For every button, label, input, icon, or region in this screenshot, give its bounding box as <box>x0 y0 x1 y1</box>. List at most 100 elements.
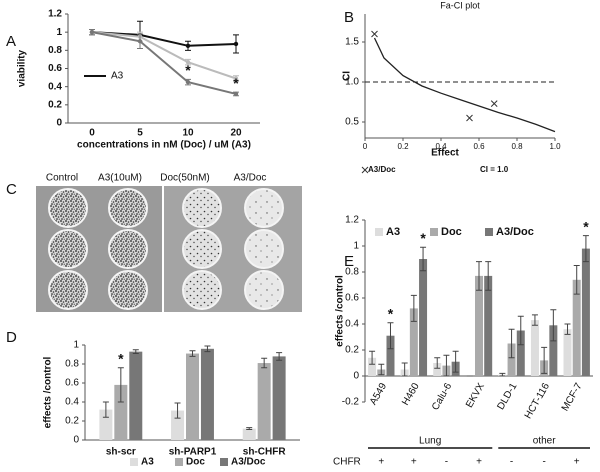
y-tick-label: 1 <box>73 340 79 351</box>
y-axis-label: effects /control <box>335 275 346 347</box>
plate-photo: Control A3(10uM) Doc(50nM) A3/Doc <box>36 173 302 312</box>
legend-label: Doc <box>441 226 462 238</box>
error-bar <box>476 261 482 291</box>
x-tick-label: 0 <box>363 142 368 151</box>
x-tick-label: sh-CHFR <box>243 447 287 458</box>
bar <box>581 248 590 376</box>
point <box>89 29 95 35</box>
y-tick-label: 0.6 <box>345 293 359 304</box>
annotation: * <box>420 230 426 246</box>
bar <box>475 275 483 376</box>
bar <box>171 410 185 440</box>
error-bar <box>246 427 253 431</box>
bar <box>368 357 377 376</box>
legend-swatch <box>220 458 228 466</box>
legend-label: A3 <box>111 71 124 82</box>
point <box>185 79 191 85</box>
bar <box>419 259 428 376</box>
point <box>137 39 143 44</box>
curve <box>373 37 556 133</box>
reference-label: CI = 1.0 <box>480 165 509 174</box>
row-value: + <box>574 457 580 467</box>
error-bar <box>452 350 459 373</box>
annotation: * <box>388 305 394 321</box>
y-tick-label: 0.2 <box>48 99 62 110</box>
error-bar <box>485 261 492 291</box>
legend-swatch <box>361 166 369 174</box>
point <box>233 91 239 97</box>
x-tick-label: 5 <box>137 128 143 139</box>
plate-label: Doc(50nM) <box>160 173 209 184</box>
legend-swatch <box>175 458 183 466</box>
y-tick-label: 1.0 <box>345 77 359 88</box>
legend-label: A3/Doc <box>231 457 266 467</box>
x-axis-label: concentrations in nM (Doc) / uM (A3) <box>77 140 251 151</box>
y-tick-label: 0 <box>353 371 359 382</box>
bar <box>530 320 539 376</box>
x-tick-label: 1.0 <box>549 142 561 151</box>
x-tick-label: HCT-116 <box>523 381 552 421</box>
row-value: + <box>411 457 417 467</box>
bar <box>186 353 199 440</box>
row-value: + <box>476 457 482 467</box>
legend-label: A3 <box>386 226 400 238</box>
y-tick-label: 0.5 <box>345 117 359 128</box>
x-tick-label: 0.8 <box>511 142 523 151</box>
bar <box>257 363 271 440</box>
error-bar <box>276 352 283 361</box>
error-bar <box>410 294 417 322</box>
error-bar <box>564 323 571 335</box>
point <box>490 100 498 107</box>
error-bar <box>102 401 109 418</box>
annotation: * <box>185 62 191 78</box>
error-bar <box>531 314 538 326</box>
bar <box>114 384 128 440</box>
error-bar <box>401 362 408 377</box>
group-label: other <box>533 436 556 447</box>
annotation: * <box>118 351 124 367</box>
legend-swatch <box>485 228 493 236</box>
bar <box>272 356 286 440</box>
legend-label: A3/Doc <box>496 226 534 238</box>
point <box>233 41 239 47</box>
y-tick-label: 0.2 <box>345 345 359 356</box>
y-axis-label: CI <box>342 71 353 81</box>
error-bar <box>369 350 376 365</box>
error-bar <box>117 367 124 403</box>
error-bar <box>434 357 441 369</box>
error-bar <box>517 315 524 346</box>
x-tick-label: A549 <box>368 381 389 407</box>
error-bar <box>420 246 427 272</box>
panel-letter: B <box>344 9 354 26</box>
bar <box>200 348 214 440</box>
wells <box>48 188 284 310</box>
y-tick-label: 0 <box>56 118 62 129</box>
error-bar <box>387 322 394 350</box>
x-tick-label: H460 <box>400 381 422 408</box>
y-tick-label: 0.6 <box>48 63 62 74</box>
x-tick-label: sh-scr <box>106 447 136 458</box>
panel-letter: A <box>6 33 16 50</box>
y-tick-label: 0 <box>73 435 79 446</box>
row-value: - <box>510 457 513 467</box>
x-tick-label: 0 <box>89 128 95 139</box>
row-label: CHFR <box>333 457 361 467</box>
x-tick-label: 0.4 <box>435 142 447 151</box>
plate-label: A3(10uM) <box>98 173 142 184</box>
x-tick-label: EKVX <box>464 381 487 410</box>
legend-label: A3/Doc <box>368 165 396 174</box>
error-bar <box>508 328 515 359</box>
y-axis-label: viability <box>17 49 28 87</box>
error-bar <box>378 363 385 376</box>
y-tick-label: 1.5 <box>345 37 359 48</box>
annotation: * <box>583 218 589 234</box>
bar <box>386 335 395 376</box>
bar <box>129 351 143 440</box>
x-tick-label: Calu-6 <box>430 381 454 412</box>
row-value: - <box>445 457 448 467</box>
x-tick-label: DLD-1 <box>495 381 519 412</box>
plate-label: A3/Doc <box>234 173 267 184</box>
bar <box>507 343 516 376</box>
